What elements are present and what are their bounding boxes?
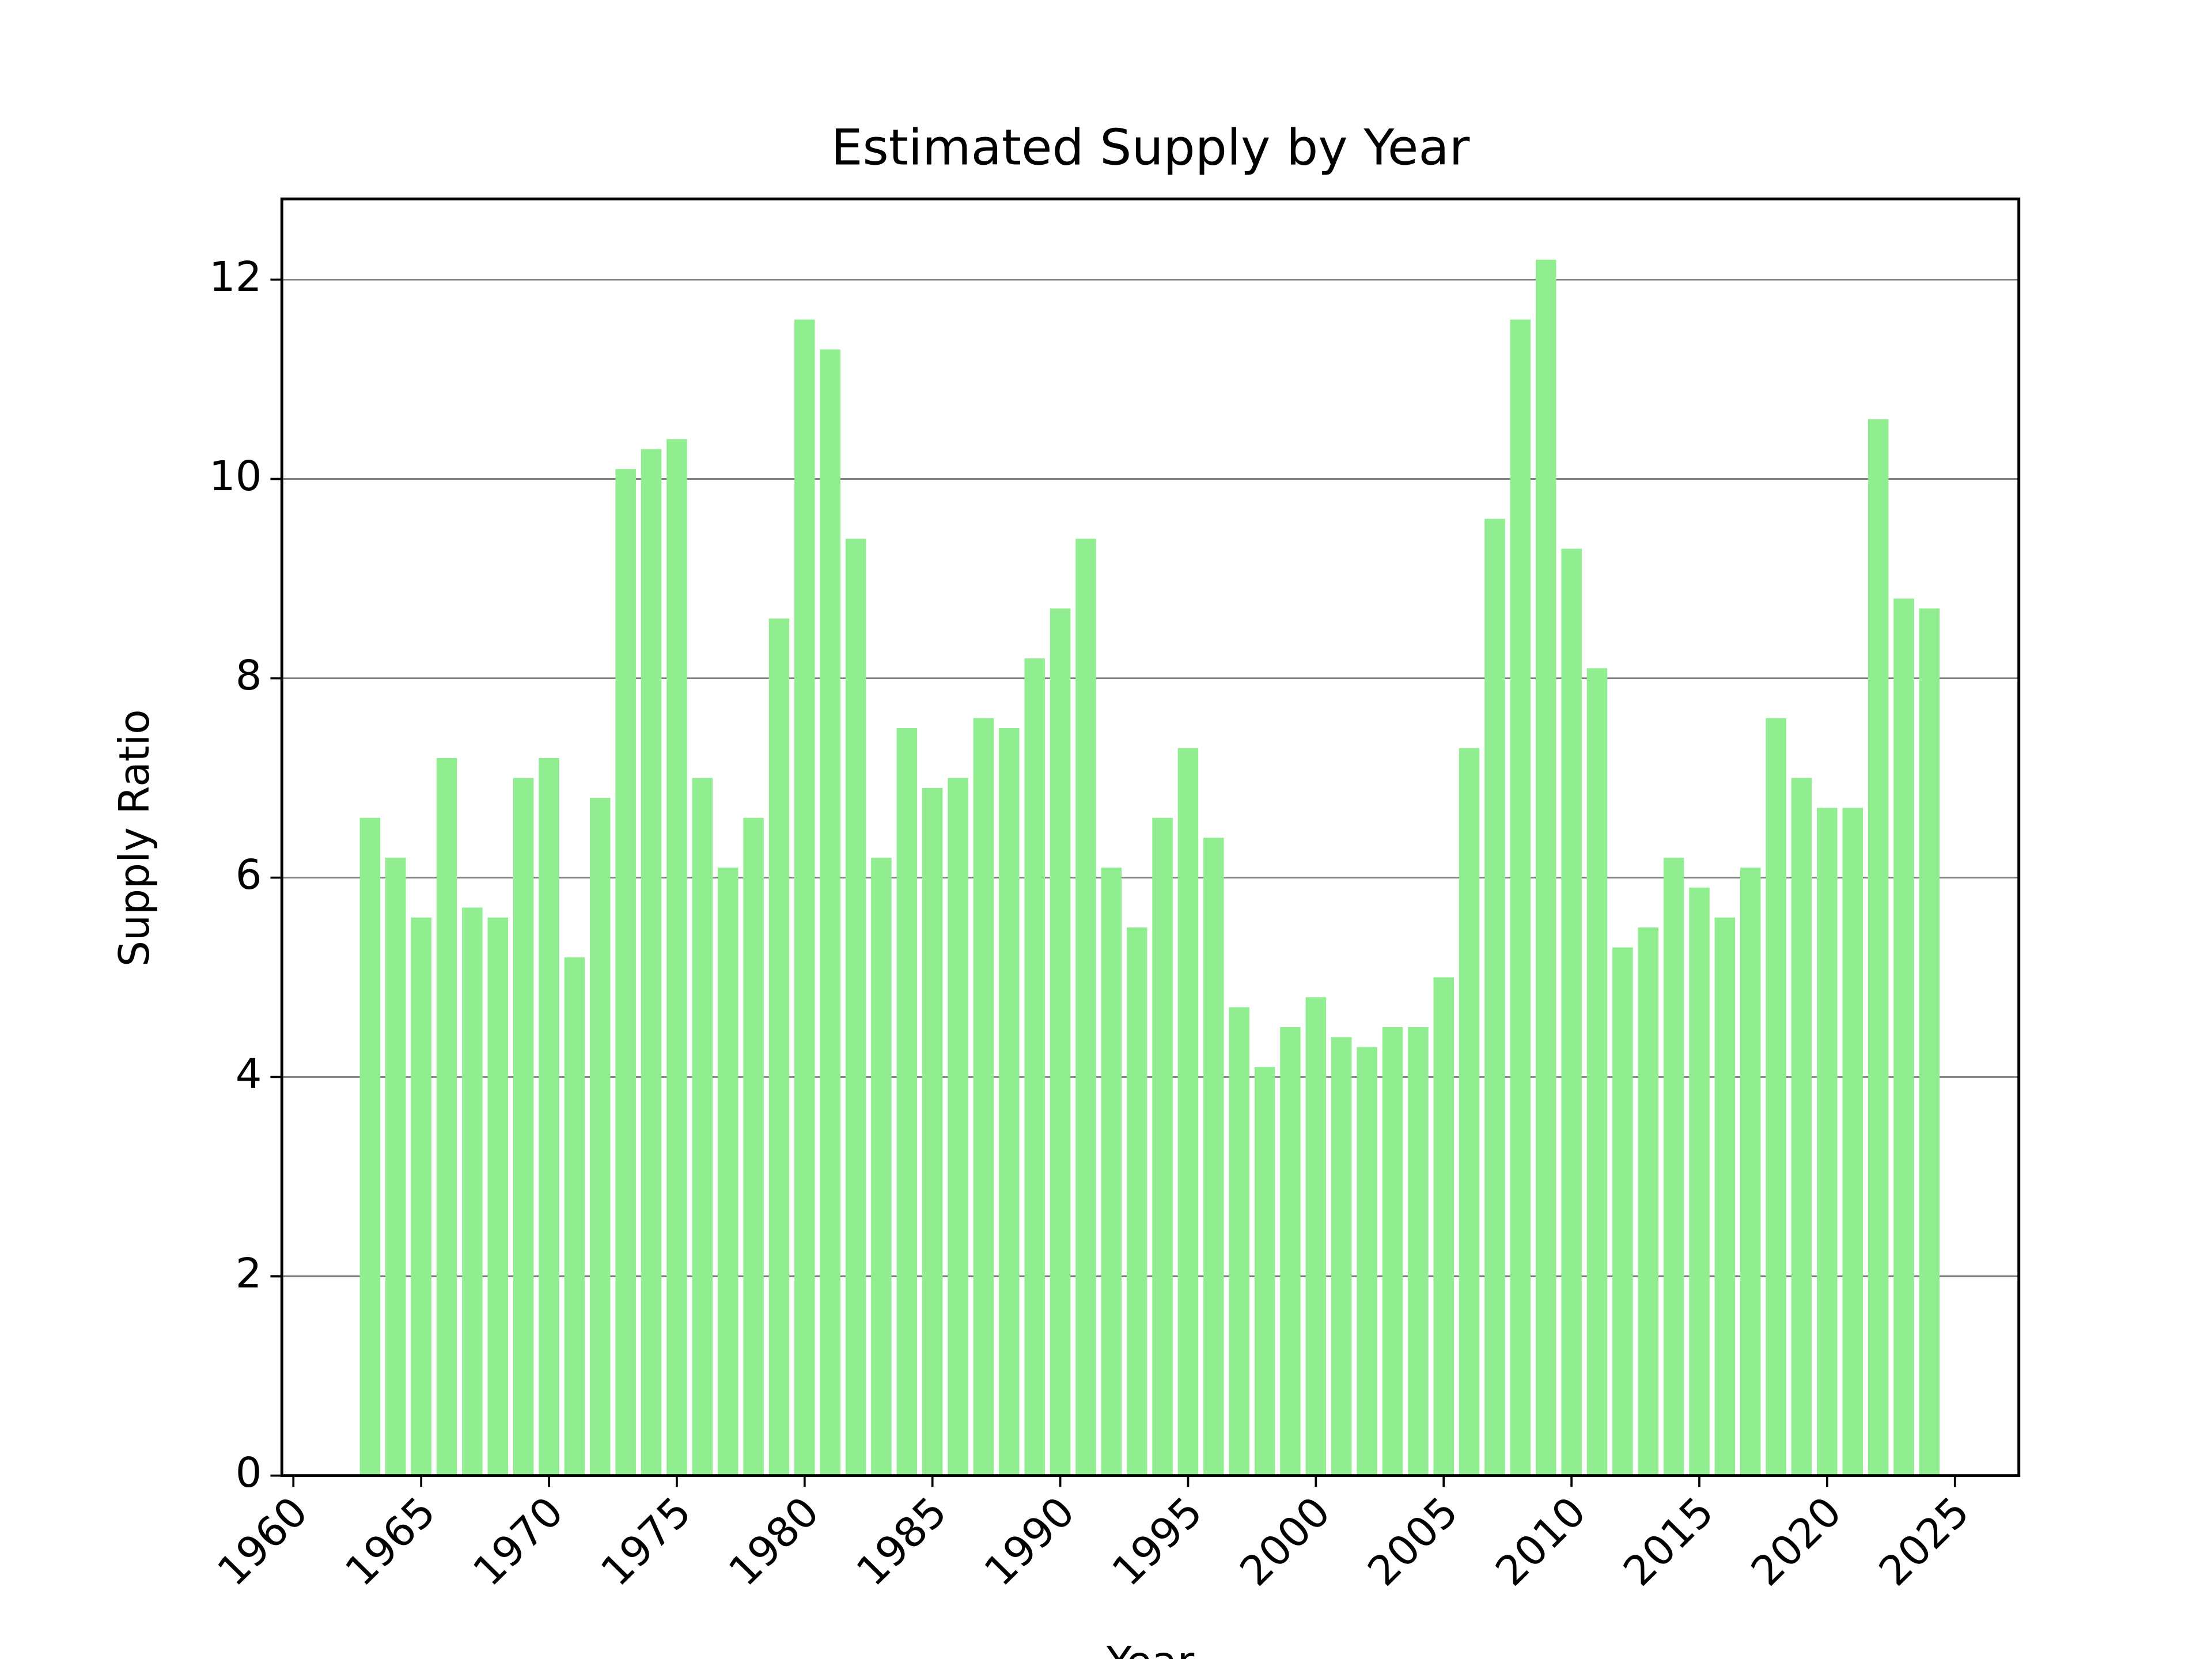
bar [1382,1027,1403,1476]
x-axis-label: Year [1106,1638,1195,1659]
bar [666,439,687,1476]
bar [845,539,866,1476]
bar [1229,1007,1249,1476]
bar [1254,1067,1275,1476]
bar [1484,518,1505,1476]
bar [1152,817,1173,1476]
y-tick-label: 4 [236,1050,262,1097]
bar [820,349,840,1476]
bar [973,718,994,1476]
bar [1024,658,1045,1476]
bar [436,757,457,1476]
bar [641,449,662,1476]
bar [1663,857,1684,1476]
bar [922,787,943,1476]
bar [462,907,483,1476]
bar [1612,947,1633,1476]
bar [1050,608,1071,1476]
bar [411,917,431,1476]
bar [768,618,790,1476]
bar [1689,887,1710,1476]
bar [564,957,585,1476]
bar [1459,748,1480,1476]
bar [999,728,1020,1476]
bar [1305,997,1327,1476]
bar [487,917,509,1476]
chart-title: Estimated Supply by Year [831,119,1470,176]
bar [794,319,815,1476]
bar [743,817,764,1476]
bar [1177,748,1199,1476]
bar [1893,599,1914,1476]
bar [896,728,918,1476]
bar [539,757,559,1476]
y-tick-label: 8 [236,652,262,699]
bar [1510,319,1531,1476]
bar [948,778,968,1476]
bar [513,778,534,1476]
bar [1280,1027,1301,1476]
bar [1101,868,1122,1476]
bar [1561,548,1582,1476]
bar [1766,718,1786,1476]
bar [1203,838,1224,1476]
y-tick-label: 2 [236,1249,262,1297]
bar [1535,259,1556,1476]
bar [615,469,636,1476]
y-tick-label: 0 [236,1449,262,1496]
y-tick-label: 6 [236,851,262,898]
bar [385,857,406,1476]
bar [1714,917,1736,1476]
bar [1331,1037,1352,1476]
bar [1868,419,1889,1476]
bar [1357,1047,1377,1476]
bar [1408,1027,1429,1476]
bar [717,868,738,1476]
bar [692,778,713,1476]
bar [871,857,892,1476]
y-tick-label: 10 [209,452,262,499]
bar [1791,778,1812,1476]
bar [1919,608,1940,1476]
bar [1740,868,1761,1476]
y-tick-label: 12 [209,253,262,300]
bar [1586,668,1608,1476]
bar [1638,927,1658,1476]
y-axis-label: Supply Ratio [111,709,159,967]
plot-frame [280,197,2021,1478]
bar [1075,539,1096,1476]
bar [1842,808,1863,1476]
bar [590,798,611,1476]
bar [1126,927,1147,1476]
bar [359,817,381,1476]
bar [1433,977,1454,1476]
bar [1817,808,1838,1476]
